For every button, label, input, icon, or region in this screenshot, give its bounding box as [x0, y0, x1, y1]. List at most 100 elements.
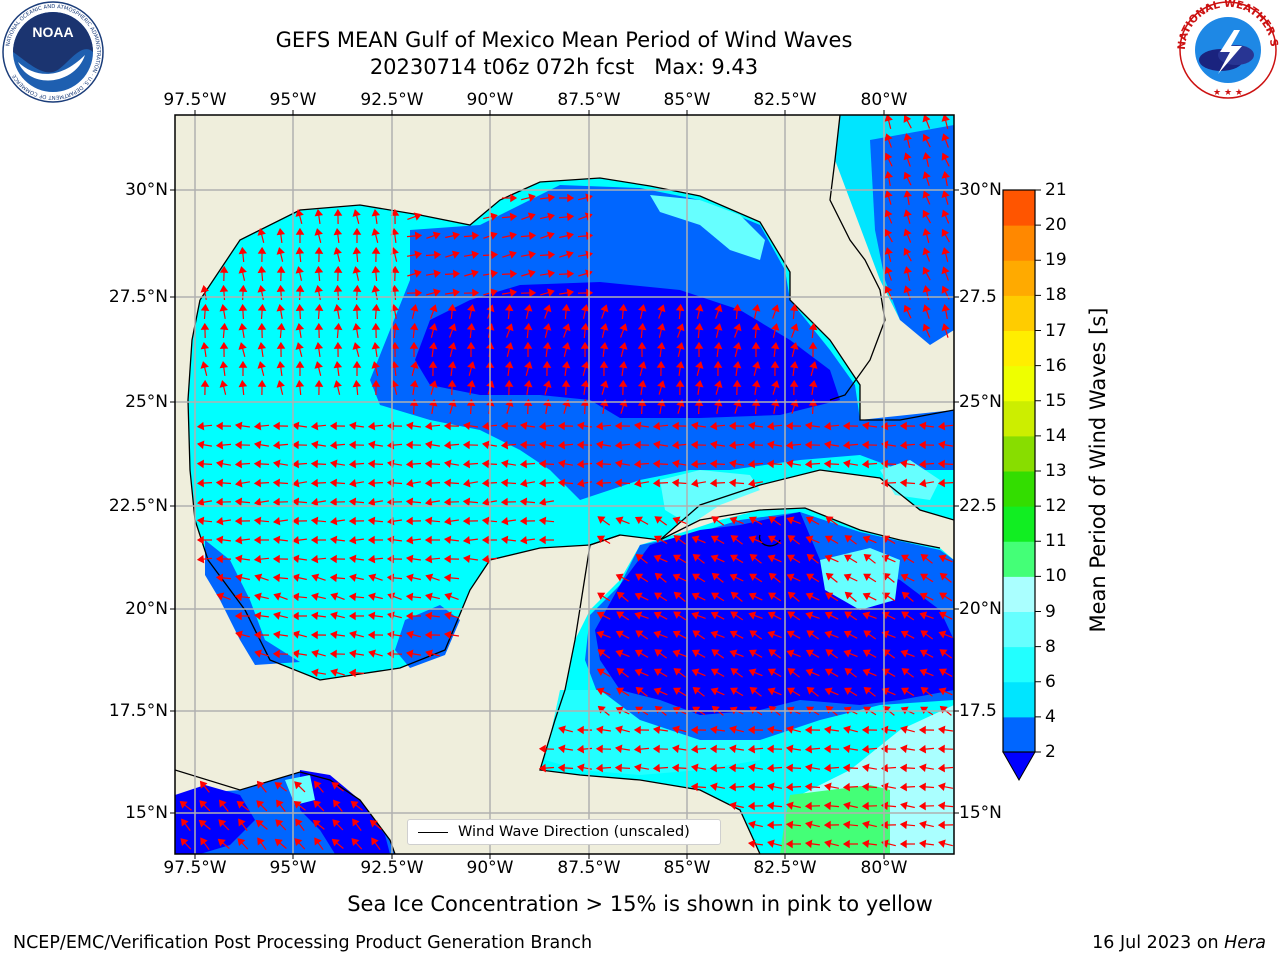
- wave-direction-arrowhead: [920, 630, 929, 638]
- wave-direction-arrowhead: [747, 421, 756, 431]
- wave-direction-arrowhead: [349, 649, 357, 659]
- wave-direction-arrowhead: [597, 516, 606, 524]
- wave-direction-arrowhead: [615, 649, 624, 658]
- wave-direction-arrowhead: [443, 573, 452, 583]
- wave-direction-arrowhead: [770, 341, 780, 350]
- wave-direction-arrowhead: [565, 250, 574, 259]
- wave-direction-arrowhead: [785, 839, 793, 849]
- wave-direction-arrowhead: [861, 459, 869, 469]
- wave-direction-arrowhead: [748, 516, 757, 525]
- wave-direction-arrowhead: [672, 649, 681, 658]
- footer-machine: Hera: [1224, 933, 1266, 953]
- wave-direction-arrowhead: [272, 630, 281, 640]
- wave-direction-arrowhead: [196, 535, 204, 545]
- wave-direction-arrowhead: [291, 440, 299, 450]
- wave-direction-arrowhead: [675, 379, 685, 387]
- wave-direction-arrowhead: [538, 763, 546, 773]
- wave-direction-arrowhead: [509, 288, 517, 298]
- wave-direction-arrowhead: [390, 227, 400, 236]
- wave-direction-arrowhead: [371, 361, 380, 369]
- wave-direction-arrowhead: [862, 611, 871, 620]
- wave-direction-arrowhead: [919, 668, 928, 677]
- wave-direction-arrowhead: [747, 479, 756, 488]
- wave-direction-arrowhead: [295, 818, 303, 827]
- wave-direction-arrowhead: [371, 379, 381, 387]
- wave-direction-arrowhead: [542, 360, 552, 368]
- wave-direction-arrowhead: [424, 421, 433, 431]
- wave-direction-arrowhead: [424, 554, 433, 564]
- wave-direction-arrowhead: [215, 459, 224, 468]
- wave-direction-arrowhead: [842, 421, 850, 431]
- wave-direction-arrowhead: [938, 839, 946, 848]
- wave-direction-arrowhead: [903, 209, 912, 217]
- wave-direction-arrowhead: [313, 780, 322, 789]
- wave-direction-arrowhead: [806, 573, 815, 581]
- wave-direction-arrowhead: [548, 250, 556, 260]
- wave-direction-arrowhead: [824, 611, 833, 620]
- wave-direction-arrowhead: [314, 284, 323, 293]
- wave-direction-arrowhead: [599, 341, 609, 350]
- wave-direction-arrowhead: [368, 573, 377, 582]
- wave-direction-arrowhead: [348, 554, 357, 564]
- wave-direction-arrowhead: [804, 421, 813, 431]
- colorbar-tick-label: 11: [1045, 531, 1067, 552]
- wave-direction-arrowhead: [466, 322, 476, 331]
- wave-direction-arrowhead: [447, 360, 457, 369]
- wave-direction-arrowhead: [884, 266, 893, 275]
- wave-direction-arrowhead: [675, 360, 685, 369]
- wave-direction-arrowhead: [711, 516, 720, 524]
- wave-direction-arrowhead: [751, 380, 761, 388]
- wave-direction-arrowhead: [692, 706, 701, 714]
- wave-direction-arrowhead: [405, 516, 413, 526]
- wave-direction-arrowhead: [786, 801, 794, 810]
- wave-direction-arrowhead: [471, 231, 480, 241]
- wave-direction-arrowhead: [903, 171, 912, 180]
- wave-direction-arrowhead: [844, 611, 853, 619]
- wave-direction-arrowhead: [257, 379, 267, 387]
- wave-direction-arrowhead: [219, 303, 228, 312]
- wave-direction-arrowhead: [614, 440, 623, 450]
- nws-logo: NATIONAL WEATHER SERVICE ★ ★ ★: [1176, 0, 1280, 99]
- wave-direction-arrowhead: [219, 380, 228, 388]
- wave-direction-arrowhead: [652, 459, 660, 469]
- wave-direction-arrowhead: [787, 591, 796, 600]
- wave-direction-arrowhead: [941, 152, 950, 161]
- wave-direction-arrowhead: [429, 304, 438, 313]
- wave-direction-arrowhead: [633, 459, 641, 469]
- wave-direction-arrowhead: [352, 284, 362, 292]
- wave-direction-arrowhead: [443, 440, 452, 450]
- wave-direction-arrowhead: [804, 744, 813, 754]
- wave-direction-arrowhead: [538, 459, 546, 469]
- wave-direction-arrowhead: [752, 304, 761, 312]
- wave-direction-arrowhead: [614, 478, 622, 488]
- wave-direction-arrowhead: [352, 209, 361, 217]
- wave-direction-arrowhead: [863, 687, 872, 695]
- wave-direction-arrowhead: [367, 421, 376, 431]
- wave-direction-arrowhead: [451, 250, 460, 259]
- colorbar-tick-label: 6: [1045, 671, 1056, 692]
- wave-direction-arrowhead: [314, 208, 324, 217]
- wave-direction-arrowhead: [254, 573, 263, 582]
- wave-direction-arrowhead: [843, 801, 851, 810]
- wave-direction-arrowhead: [690, 782, 698, 792]
- wave-direction-arrowhead: [656, 360, 666, 368]
- wave-direction-arrowhead: [504, 360, 514, 369]
- wave-direction-arrowhead: [447, 379, 457, 387]
- wave-direction-arrowhead: [805, 668, 814, 677]
- wave-direction-arrowhead: [253, 554, 262, 564]
- wave-direction-arrowhead: [596, 630, 605, 639]
- wave-direction-arrowhead: [257, 361, 266, 369]
- wave-direction-arrowhead: [314, 303, 324, 311]
- wave-direction-arrowhead: [352, 360, 362, 368]
- wave-direction-arrowhead: [922, 190, 931, 199]
- wave-direction-arrowhead: [766, 459, 774, 469]
- wave-direction-arrowhead: [634, 611, 643, 620]
- wave-direction-arrowhead: [348, 459, 356, 469]
- wave-direction-arrowhead: [528, 231, 537, 241]
- wave-direction-arrowhead: [314, 837, 322, 846]
- wave-direction-arrowhead: [941, 190, 950, 198]
- wave-direction-arrowhead: [215, 535, 224, 545]
- wave-direction-arrowhead: [903, 115, 912, 123]
- wave-direction-arrowhead: [804, 725, 812, 735]
- wave-direction-arrowhead: [808, 380, 818, 388]
